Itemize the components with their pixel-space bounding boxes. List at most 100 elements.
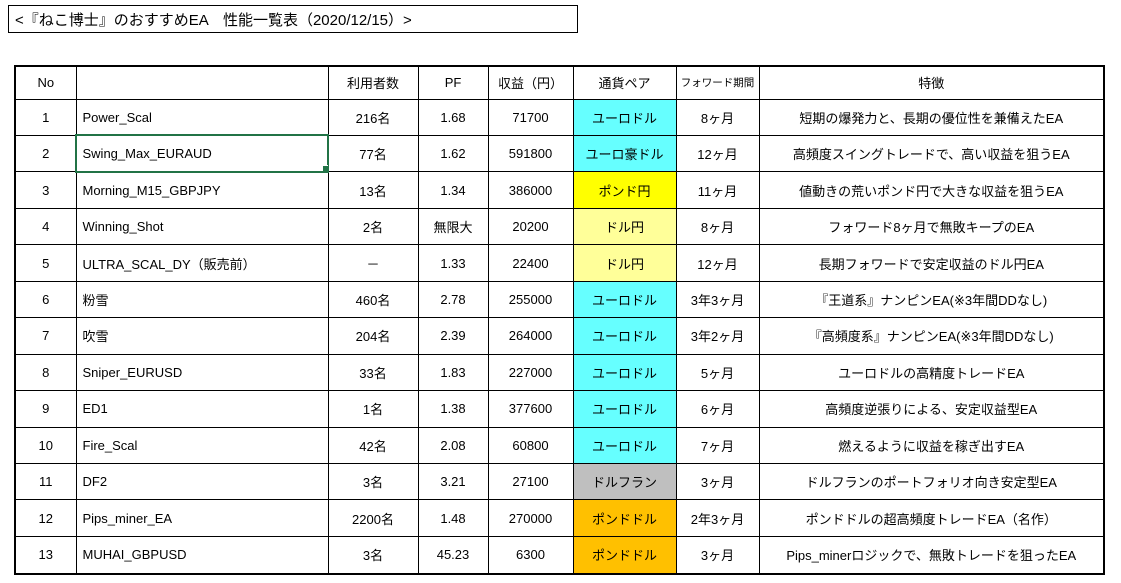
cell-pair[interactable]: ポンド円 [572, 171, 677, 209]
cell-pf[interactable]: 1.68 [417, 98, 489, 136]
cell-feature[interactable]: 値動きの荒いポンド円で大きな収益を狙うEA [758, 171, 1105, 209]
cell-pair[interactable]: ユーロドル [572, 317, 677, 355]
cell-profit[interactable]: 264000 [487, 317, 574, 355]
cell-no[interactable]: 8 [14, 353, 77, 392]
cell-pair[interactable]: ユーロ豪ドル [572, 134, 677, 173]
header-profit[interactable]: 収益（円） [487, 65, 574, 100]
cell-profit[interactable]: 591800 [487, 134, 574, 173]
cell-profit[interactable]: 27100 [487, 463, 574, 501]
header-pair[interactable]: 通貨ペア [572, 65, 677, 100]
cell-no[interactable]: 10 [14, 426, 77, 465]
cell-pair[interactable]: ユーロドル [572, 280, 677, 319]
cell-users[interactable]: 33名 [327, 353, 419, 392]
cell-no[interactable]: 11 [14, 463, 77, 501]
cell-no[interactable]: 9 [14, 390, 77, 428]
cell-profit[interactable]: 386000 [487, 171, 574, 209]
cell-pair[interactable]: ドル円 [572, 244, 677, 282]
cell-pair[interactable]: ユーロドル [572, 426, 677, 465]
cell-users[interactable]: 77名 [327, 134, 419, 173]
cell-pair[interactable]: ドルフラン [572, 463, 677, 501]
cell-pf[interactable]: 2.39 [417, 317, 489, 355]
cell-feature[interactable]: 短期の爆発力と、長期の優位性を兼備えたEA [758, 98, 1105, 136]
cell-forward[interactable]: 3ヶ月 [675, 535, 760, 575]
cell-name[interactable]: Sniper_EURUSD [75, 353, 329, 392]
cell-profit[interactable]: 377600 [487, 390, 574, 428]
cell-feature[interactable]: ポンドドルの超高頻度トレードEA（名作） [758, 499, 1105, 537]
cell-users[interactable]: 3名 [327, 535, 419, 575]
cell-no[interactable]: 2 [14, 134, 77, 173]
cell-feature[interactable]: ドルフランのポートフォリオ向き安定型EA [758, 463, 1105, 501]
cell-forward[interactable]: 2年3ヶ月 [675, 499, 760, 537]
cell-users[interactable]: 216名 [327, 98, 419, 136]
cell-pair[interactable]: ユーロドル [572, 353, 677, 392]
cell-profit[interactable]: 20200 [487, 207, 574, 246]
cell-no[interactable]: 6 [14, 280, 77, 319]
header-name[interactable] [75, 65, 329, 100]
cell-users[interactable]: 460名 [327, 280, 419, 319]
header-no[interactable]: No [14, 65, 77, 100]
cell-pf[interactable]: 2.78 [417, 280, 489, 319]
cell-profit[interactable]: 60800 [487, 426, 574, 465]
cell-users[interactable]: 2名 [327, 207, 419, 246]
cell-profit[interactable]: 227000 [487, 353, 574, 392]
cell-name[interactable]: Power_Scal [75, 98, 329, 136]
cell-profit[interactable]: 6300 [487, 535, 574, 575]
cell-pf[interactable]: 1.62 [417, 134, 489, 173]
header-forward[interactable]: フォワード期間 [675, 65, 760, 100]
cell-forward[interactable]: 3年2ヶ月 [675, 317, 760, 355]
cell-name[interactable]: Winning_Shot [75, 207, 329, 246]
cell-name[interactable]: 粉雪 [75, 280, 329, 319]
cell-profit[interactable]: 71700 [487, 98, 574, 136]
cell-pf[interactable]: 1.33 [417, 244, 489, 282]
cell-users[interactable]: 204名 [327, 317, 419, 355]
cell-feature[interactable]: ユーロドルの高精度トレードEA [758, 353, 1105, 392]
cell-forward[interactable]: 11ヶ月 [675, 171, 760, 209]
cell-no[interactable]: 13 [14, 535, 77, 575]
cell-name[interactable]: Fire_Scal [75, 426, 329, 465]
cell-users[interactable]: 1名 [327, 390, 419, 428]
cell-feature[interactable]: Pips_minerロジックで、無敗トレードを狙ったEA [758, 535, 1105, 575]
cell-users[interactable]: 3名 [327, 463, 419, 501]
cell-profit[interactable]: 22400 [487, 244, 574, 282]
cell-name[interactable]: Pips_miner_EA [75, 499, 329, 537]
cell-no[interactable]: 7 [14, 317, 77, 355]
cell-forward[interactable]: 12ヶ月 [675, 134, 760, 173]
cell-pf[interactable]: 1.48 [417, 499, 489, 537]
cell-pair[interactable]: ユーロドル [572, 390, 677, 428]
cell-pair[interactable]: ポンドドル [572, 535, 677, 575]
cell-profit[interactable]: 255000 [487, 280, 574, 319]
cell-feature[interactable]: 高頻度逆張りによる、安定収益型EA [758, 390, 1105, 428]
cell-forward[interactable]: 3ヶ月 [675, 463, 760, 501]
cell-pair[interactable]: ドル円 [572, 207, 677, 246]
cell-forward[interactable]: 12ヶ月 [675, 244, 760, 282]
cell-pf[interactable]: 無限大 [417, 207, 489, 246]
header-feature[interactable]: 特徴 [758, 65, 1105, 100]
cell-feature[interactable]: 燃えるように収益を稼ぎ出すEA [758, 426, 1105, 465]
cell-forward[interactable]: 8ヶ月 [675, 207, 760, 246]
header-users[interactable]: 利用者数 [327, 65, 419, 100]
cell-profit[interactable]: 270000 [487, 499, 574, 537]
cell-name[interactable]: MUHAI_GBPUSD [75, 535, 329, 575]
cell-forward[interactable]: 7ヶ月 [675, 426, 760, 465]
cell-forward[interactable]: 8ヶ月 [675, 98, 760, 136]
cell-users[interactable]: 2200名 [327, 499, 419, 537]
cell-feature[interactable]: フォワード8ヶ月で無敗キープのEA [758, 207, 1105, 246]
cell-feature[interactable]: 『王道系』ナンピンEA(※3年間DDなし) [758, 280, 1105, 319]
cell-pf[interactable]: 1.38 [417, 390, 489, 428]
cell-pf[interactable]: 1.83 [417, 353, 489, 392]
cell-no[interactable]: 1 [14, 98, 77, 136]
cell-no[interactable]: 12 [14, 499, 77, 537]
cell-pf[interactable]: 2.08 [417, 426, 489, 465]
cell-no[interactable]: 5 [14, 244, 77, 282]
cell-users[interactable]: － [327, 244, 419, 282]
cell-name[interactable]: DF2 [75, 463, 329, 501]
cell-pair[interactable]: ユーロドル [572, 98, 677, 136]
cell-name[interactable]: ED1 [75, 390, 329, 428]
cell-feature[interactable]: 高頻度スイングトレードで、高い収益を狙うEA [758, 134, 1105, 173]
cell-pf[interactable]: 3.21 [417, 463, 489, 501]
cell-name[interactable]: Morning_M15_GBPJPY [75, 171, 329, 209]
cell-feature[interactable]: 長期フォワードで安定収益のドル円EA [758, 244, 1105, 282]
cell-feature[interactable]: 『高頻度系』ナンピンEA(※3年間DDなし) [758, 317, 1105, 355]
cell-users[interactable]: 42名 [327, 426, 419, 465]
cell-users[interactable]: 13名 [327, 171, 419, 209]
